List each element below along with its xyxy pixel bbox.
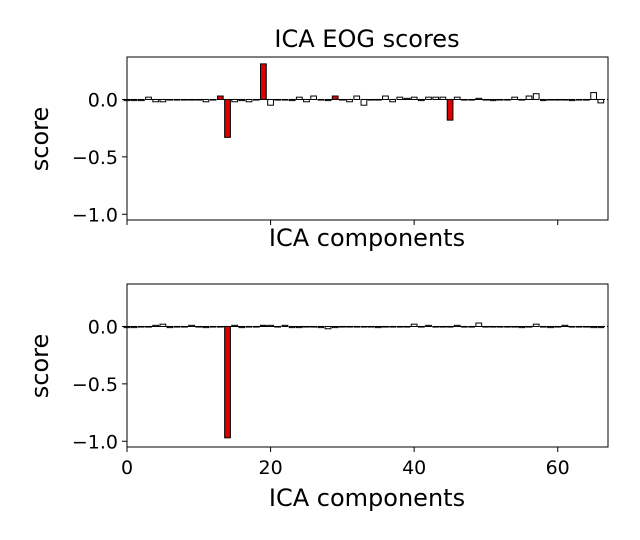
bar-component-33 bbox=[360, 98, 368, 106]
bar-component-65 bbox=[590, 325, 598, 329]
bottom-x-tick-label: 60 bbox=[546, 457, 570, 479]
bar-component-13 bbox=[216, 95, 224, 100]
bottom-x-tick-label: 20 bbox=[259, 457, 283, 479]
bar-component-45 bbox=[446, 98, 454, 121]
bar-component-19 bbox=[260, 324, 267, 327]
bar-component-36 bbox=[382, 95, 389, 100]
top-y-tick-label: 0.0 bbox=[88, 90, 118, 112]
top-y-tick-labels: 0.0 −0.5 −1.0 bbox=[72, 90, 118, 227]
bar-component-24 bbox=[295, 96, 303, 100]
bottom-subplot: 0.0 −0.5 −1.0 0 20 40 60 ICA components … bbox=[26, 283, 609, 512]
bottom-x-axis-label: ICA components bbox=[269, 484, 465, 512]
bar-component-35 bbox=[374, 325, 382, 329]
bar-component-24 bbox=[295, 325, 303, 329]
bar-component-15 bbox=[231, 324, 239, 327]
bar-component-66 bbox=[597, 325, 605, 329]
bar-component-4 bbox=[152, 98, 160, 103]
bar-component-20 bbox=[267, 324, 274, 327]
bar-component-40 bbox=[410, 323, 418, 327]
bar-component-25 bbox=[303, 98, 310, 103]
bar-component-9 bbox=[188, 324, 195, 327]
bar-component-29 bbox=[331, 95, 339, 100]
bar-component-49 bbox=[475, 322, 483, 327]
bar-component-26 bbox=[310, 95, 318, 100]
bar-component-19 bbox=[260, 63, 267, 100]
top-subplot: ICA EOG scores 0.0 −0.5 −1.0 ICA compone… bbox=[26, 25, 609, 252]
top-bars bbox=[123, 63, 605, 138]
bar-component-14 bbox=[224, 325, 231, 439]
bottom-x-tick-label: 0 bbox=[121, 457, 133, 479]
bottom-y-axis-label: score bbox=[26, 334, 54, 399]
bar-component-29 bbox=[331, 325, 339, 329]
bar-component-55 bbox=[518, 325, 526, 329]
top-chart-title: ICA EOG scores bbox=[274, 25, 459, 53]
top-y-tick-label: −1.0 bbox=[72, 204, 118, 226]
bar-component-4 bbox=[152, 324, 160, 327]
top-y-axis-label: score bbox=[26, 107, 54, 172]
bottom-y-tick-label: −1.0 bbox=[72, 431, 118, 453]
bar-component-56 bbox=[525, 95, 533, 100]
bottom-bars bbox=[123, 322, 605, 439]
top-axes-frame bbox=[126, 56, 609, 221]
bar-component-5 bbox=[159, 323, 167, 327]
bottom-x-tick-labels: 0 20 40 60 bbox=[121, 457, 570, 479]
bar-component-20 bbox=[267, 98, 274, 106]
bar-component-65 bbox=[590, 92, 598, 100]
bar-component-14 bbox=[224, 98, 231, 138]
bottom-x-tick-label: 40 bbox=[402, 457, 426, 479]
bottom-y-tick-label: 0.0 bbox=[88, 317, 118, 339]
bar-component-57 bbox=[532, 93, 540, 100]
bottom-axes-frame bbox=[126, 283, 609, 448]
bar-component-40 bbox=[410, 96, 418, 100]
bar-component-66 bbox=[597, 98, 605, 104]
top-x-axis-label: ICA components bbox=[269, 224, 465, 252]
bar-component-5 bbox=[159, 98, 167, 103]
bottom-y-tick-labels: 0.0 −0.5 −1.0 bbox=[72, 317, 118, 454]
bar-component-15 bbox=[231, 98, 239, 103]
bar-component-32 bbox=[353, 95, 361, 100]
top-y-tick-label: −0.5 bbox=[72, 147, 118, 169]
bottom-y-tick-label: −0.5 bbox=[72, 374, 118, 396]
bar-component-61 bbox=[561, 324, 569, 327]
